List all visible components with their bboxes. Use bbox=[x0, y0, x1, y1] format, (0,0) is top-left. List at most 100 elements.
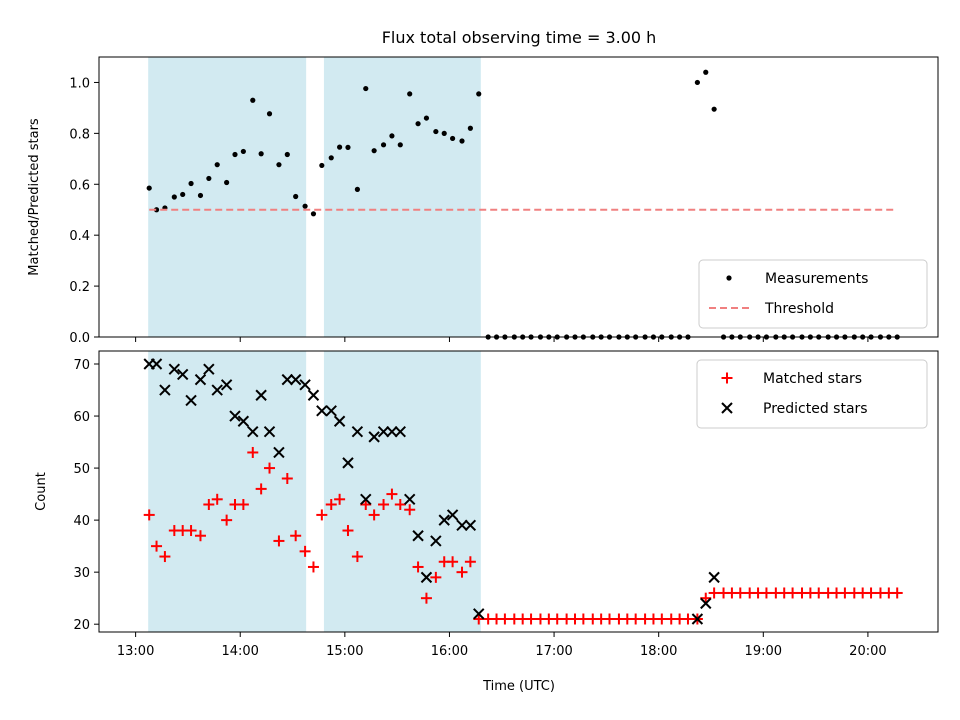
data-point bbox=[185, 525, 197, 537]
x-tick-label: 19:00 bbox=[745, 644, 782, 659]
y-tick-label: 0.2 bbox=[69, 280, 90, 295]
data-point bbox=[891, 587, 903, 599]
data-point bbox=[360, 499, 372, 511]
y-tick-label: 20 bbox=[73, 618, 90, 633]
x-tick-label: 16:00 bbox=[431, 644, 468, 659]
data-point bbox=[368, 431, 380, 443]
x-tick-label: 15:00 bbox=[326, 644, 363, 659]
data-point bbox=[464, 519, 477, 532]
data-point bbox=[214, 162, 220, 168]
data-point bbox=[310, 211, 317, 217]
x-axis-label: Time (UTC) bbox=[482, 679, 555, 694]
data-point bbox=[525, 613, 537, 625]
data-point bbox=[232, 151, 238, 158]
data-point bbox=[237, 499, 249, 511]
data-point bbox=[197, 192, 204, 199]
data-point bbox=[206, 175, 212, 182]
data-point bbox=[476, 91, 482, 97]
data-point bbox=[276, 162, 282, 168]
data-point bbox=[159, 551, 171, 563]
data-point bbox=[168, 363, 181, 375]
x-tick-label: 13:00 bbox=[117, 644, 154, 659]
data-point bbox=[415, 121, 421, 127]
data-point bbox=[378, 499, 390, 511]
data-point bbox=[194, 530, 206, 542]
data-point bbox=[151, 540, 163, 552]
data-point bbox=[813, 587, 825, 599]
data-point bbox=[394, 425, 406, 438]
data-point bbox=[237, 415, 250, 427]
data-point bbox=[150, 358, 163, 370]
data-point bbox=[284, 151, 290, 158]
bottom-panel-y-ticks: 20 30 40 50 60 70 bbox=[73, 358, 99, 633]
legend-entry: Threshold bbox=[764, 301, 834, 317]
shaded-interval-1 bbox=[323, 57, 481, 337]
data-point bbox=[377, 425, 390, 438]
data-point bbox=[293, 193, 299, 200]
data-point bbox=[281, 472, 293, 484]
data-point bbox=[176, 368, 189, 381]
bottom-panel-x-ticks: 13:00 14:00 15:00 16:00 17:00 18:00 19:00 20:00 bbox=[117, 632, 887, 659]
y-tick-label: 50 bbox=[73, 462, 90, 477]
data-point bbox=[438, 514, 450, 526]
data-point bbox=[865, 587, 877, 599]
data-point bbox=[456, 566, 468, 578]
data-point bbox=[143, 509, 155, 521]
data-point bbox=[394, 499, 406, 511]
y-tick-label: 30 bbox=[73, 566, 90, 581]
data-point bbox=[577, 613, 589, 625]
data-point bbox=[368, 509, 380, 521]
data-point bbox=[386, 488, 398, 500]
top-panel-y-axis-label: Matched/Predicted stars bbox=[27, 118, 42, 276]
data-point bbox=[263, 425, 276, 438]
data-point bbox=[342, 457, 354, 469]
data-point bbox=[459, 138, 465, 144]
data-point bbox=[316, 509, 328, 521]
data-point bbox=[247, 425, 259, 438]
data-point bbox=[551, 613, 563, 625]
y-tick-label: 0.0 bbox=[69, 331, 90, 346]
data-point bbox=[700, 592, 712, 604]
y-tick-label: 60 bbox=[73, 410, 90, 425]
shaded-interval-0 bbox=[148, 351, 307, 632]
bottom-panel-shaded-intervals bbox=[148, 351, 481, 632]
y-tick-label: 1.0 bbox=[69, 76, 90, 91]
data-point bbox=[180, 191, 186, 198]
data-point bbox=[224, 179, 230, 186]
data-point bbox=[299, 379, 311, 391]
data-point bbox=[703, 69, 709, 75]
data-point bbox=[255, 483, 267, 495]
data-point bbox=[760, 587, 772, 599]
data-point bbox=[345, 144, 351, 150]
data-point bbox=[325, 405, 337, 417]
data-point bbox=[159, 384, 171, 396]
data-point bbox=[146, 185, 152, 191]
data-point bbox=[473, 613, 485, 625]
data-point bbox=[266, 111, 273, 117]
shaded-interval-1 bbox=[323, 351, 481, 632]
data-point bbox=[289, 373, 302, 386]
data-point bbox=[325, 499, 337, 511]
top-panel-y-ticks: 0.0 0.2 0.4 0.6 0.8 1.0 bbox=[69, 76, 99, 346]
series-matched-stars bbox=[143, 446, 903, 625]
data-point bbox=[328, 155, 334, 161]
data-point bbox=[499, 613, 511, 625]
top-panel-frame bbox=[98, 56, 939, 338]
data-point bbox=[258, 151, 264, 157]
top-panel-x-ticks bbox=[135, 337, 869, 342]
top-panel-shaded-intervals bbox=[148, 57, 481, 337]
data-point bbox=[203, 363, 215, 375]
data-point bbox=[464, 556, 476, 568]
data-point bbox=[412, 561, 424, 573]
data-point bbox=[682, 613, 694, 625]
data-point bbox=[423, 115, 430, 121]
data-point bbox=[185, 394, 197, 407]
x-tick-label: 18:00 bbox=[640, 644, 677, 659]
legend-marker bbox=[721, 402, 733, 414]
data-point bbox=[420, 571, 433, 584]
legend-entry: Predicted stars bbox=[763, 401, 868, 417]
bottom-panel-y-axis-label: Count bbox=[34, 472, 49, 511]
data-point bbox=[281, 373, 294, 386]
data-point bbox=[734, 587, 746, 599]
data-point bbox=[307, 389, 320, 401]
